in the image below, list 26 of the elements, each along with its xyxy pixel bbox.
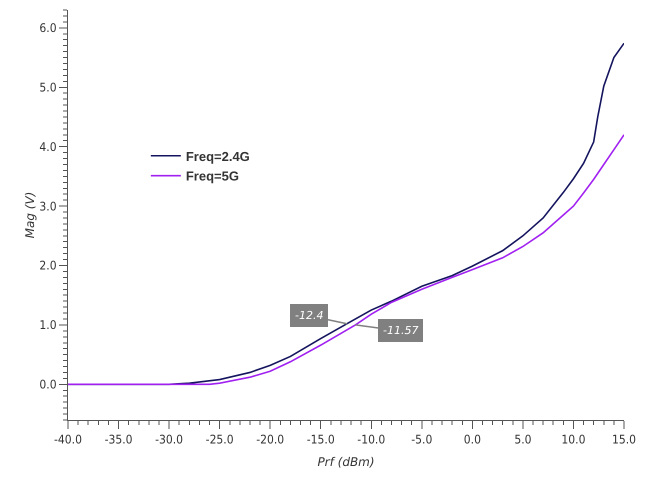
y-tick-label: 3.0 xyxy=(39,199,57,214)
x-axis-title: Prf (dBm) xyxy=(317,455,375,469)
legend-label: Freq=2.4G xyxy=(186,148,250,164)
legend-label: Freq=5G xyxy=(186,168,239,184)
y-tick-label: 0.0 xyxy=(39,378,57,392)
x-tick-label: 5.0 xyxy=(514,432,532,446)
y-tick-label: 1.0 xyxy=(39,318,57,332)
x-tick-label: -30.0 xyxy=(155,432,184,446)
y-tick-label: 2.0 xyxy=(39,258,57,273)
y-axis-title: Mag (V) xyxy=(23,192,37,238)
y-tick-label: 5.0 xyxy=(39,80,57,94)
x-tick-label: 15.0 xyxy=(612,432,636,446)
x-tick-label: -15.0 xyxy=(306,432,335,446)
annotation: -12.4 xyxy=(295,309,324,322)
x-tick-label: -25.0 xyxy=(206,432,234,446)
y-tick-label: 4.0 xyxy=(39,140,57,154)
annotation: -11.57 xyxy=(383,324,418,337)
x-tick-label: -35.0 xyxy=(104,432,133,446)
y-tick-label: 6.0 xyxy=(39,21,57,36)
x-tick-label: -40.0 xyxy=(54,432,82,446)
x-tick-label: 0.0 xyxy=(464,432,482,446)
x-tick-label: -5.0 xyxy=(411,432,432,446)
line-series xyxy=(68,134,624,386)
x-tick-label: -10.0 xyxy=(357,432,386,446)
x-tick-label: -20.0 xyxy=(256,432,284,446)
x-tick-label: 10.0 xyxy=(561,432,586,446)
